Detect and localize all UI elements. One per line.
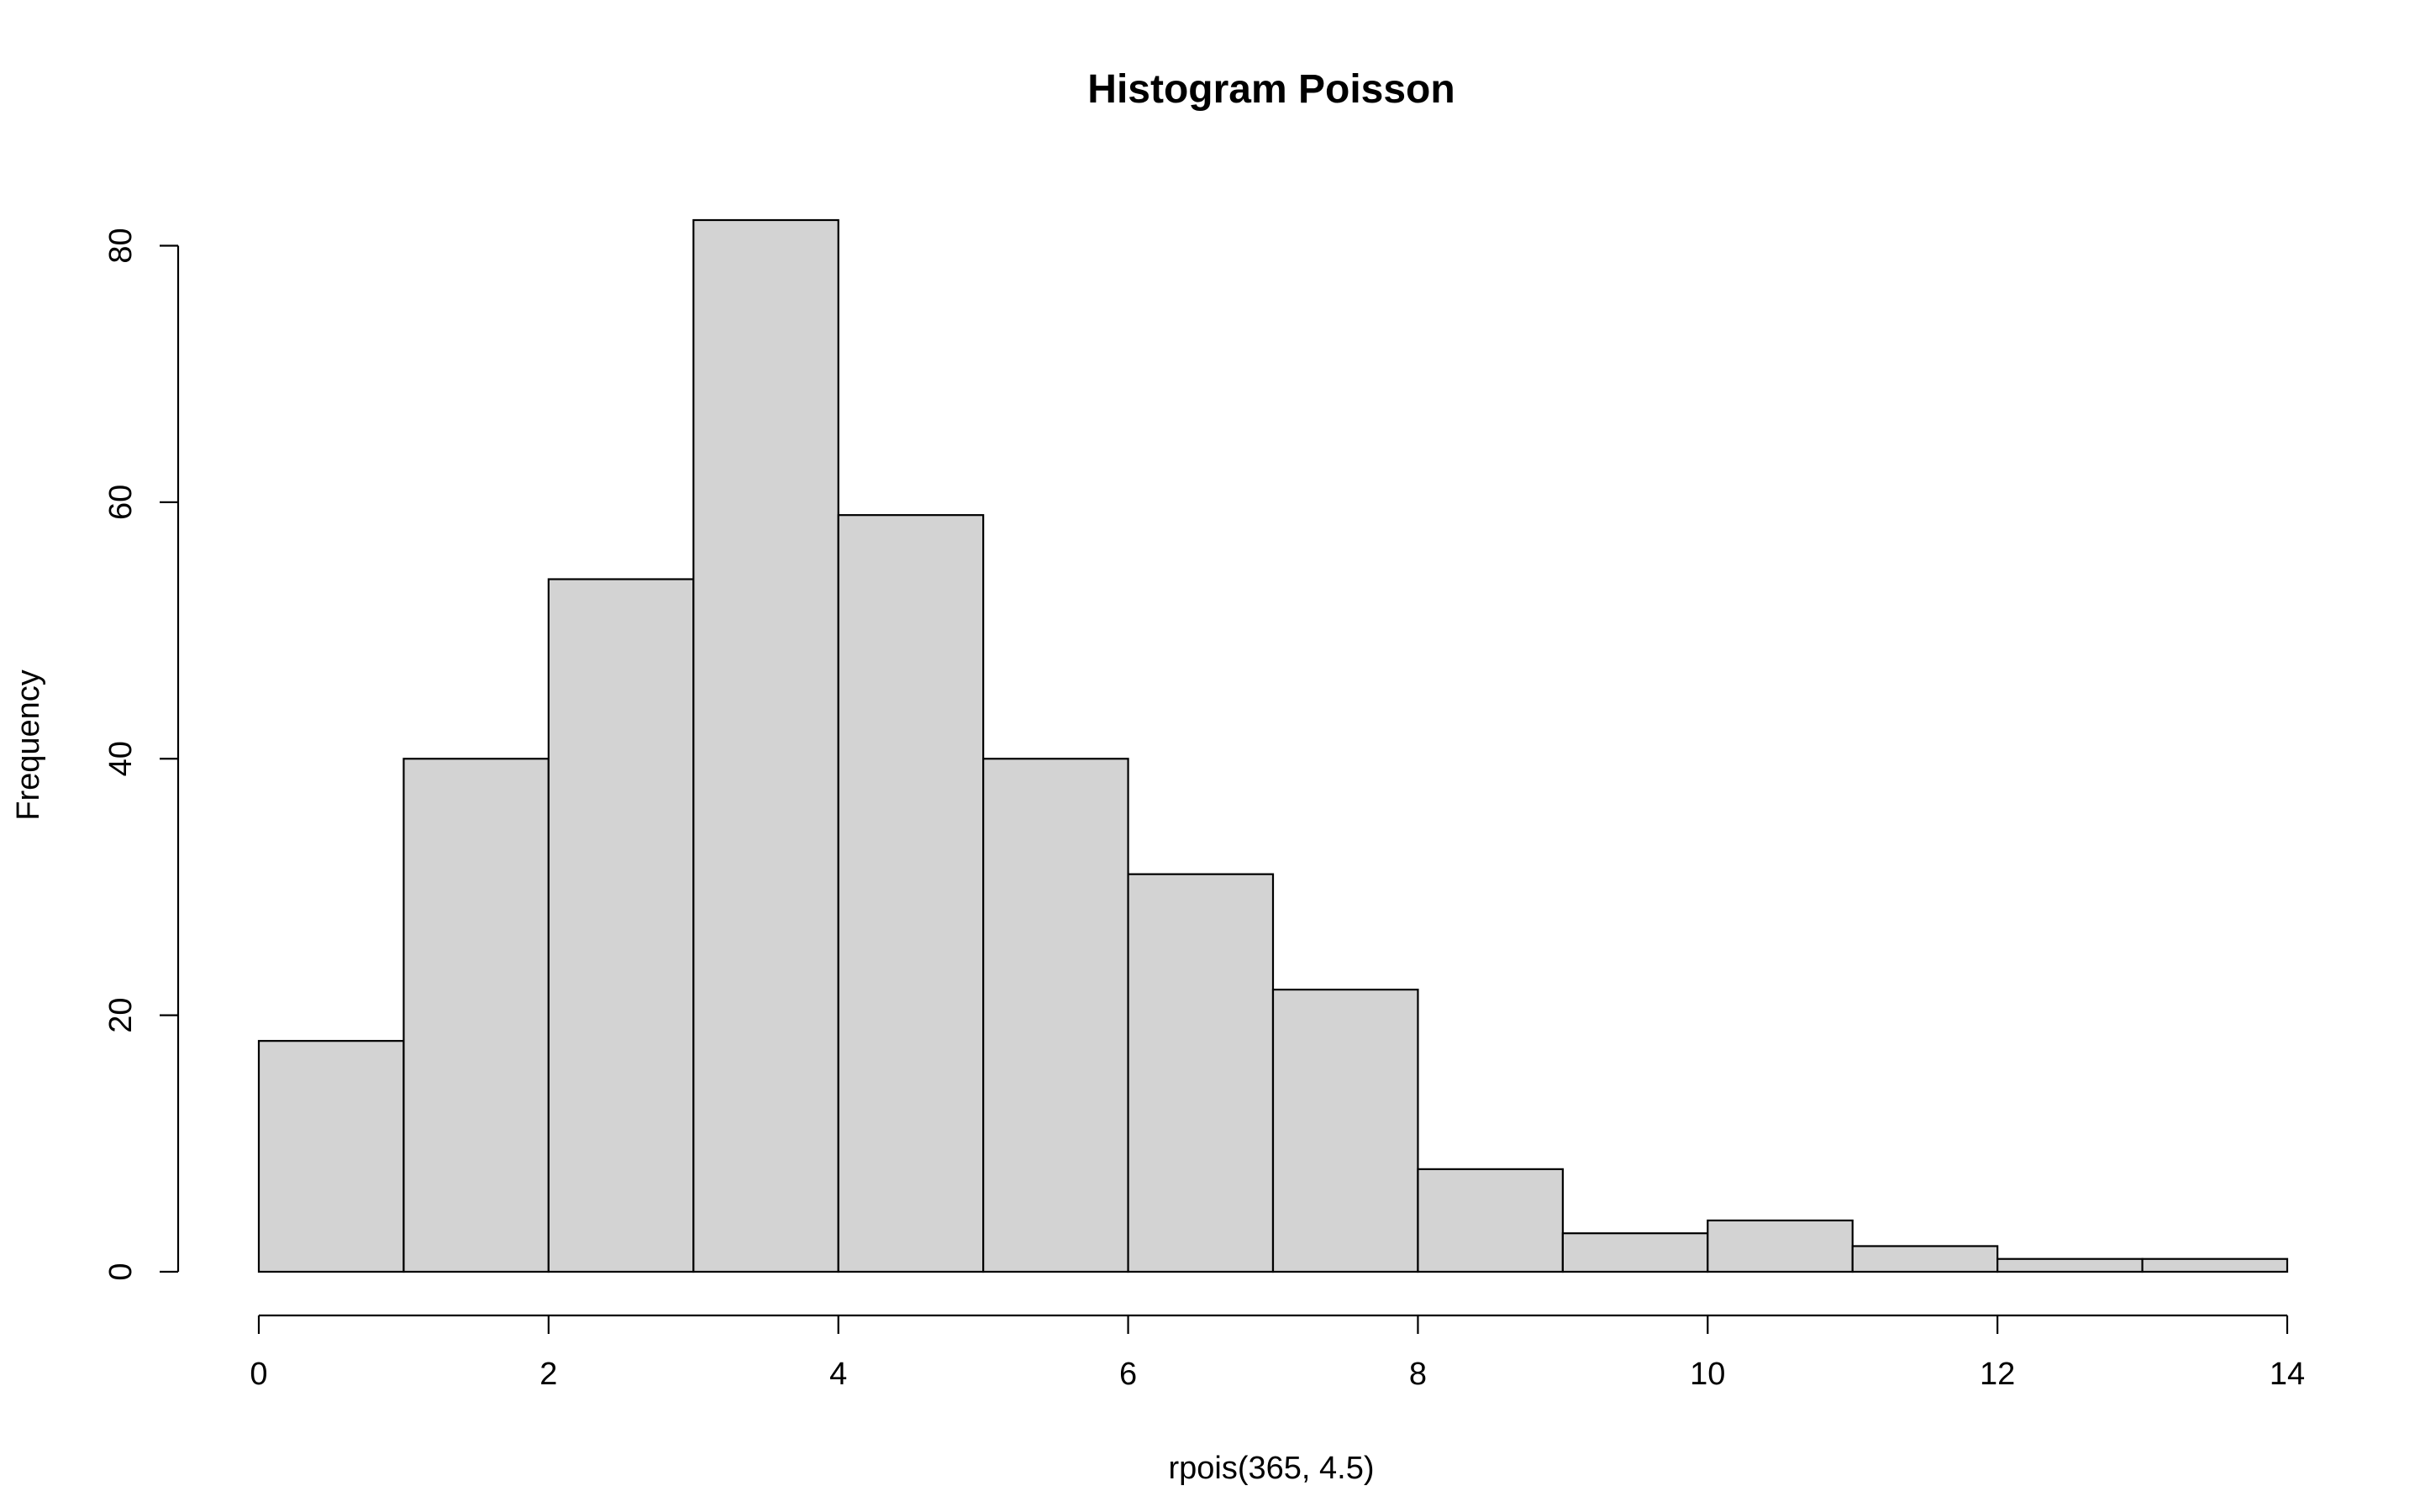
y-tick-label: 0	[103, 1263, 139, 1280]
y-tick-label: 60	[103, 485, 139, 520]
x-axis: 0 2 4 6 8 10 12 14	[250, 1314, 2305, 1392]
histogram-bars	[257, 218, 2289, 1273]
x-tick-label: 14	[2270, 1357, 2305, 1392]
histogram-bar	[547, 578, 695, 1273]
x-tick-label: 0	[250, 1357, 267, 1392]
histogram-bar	[1851, 1245, 1999, 1273]
histogram-bar	[1561, 1232, 1709, 1273]
histogram-bar	[692, 218, 839, 1273]
y-tick-label: 20	[103, 997, 139, 1032]
x-tick-label: 6	[1119, 1357, 1137, 1392]
histogram-bar	[1417, 1168, 1564, 1273]
histogram-bar	[982, 758, 1129, 1273]
x-axis-label: rpois(365, 4.5)	[1168, 1451, 1374, 1486]
x-tick-label: 2	[539, 1357, 557, 1392]
histogram-bar	[2141, 1257, 2289, 1273]
histogram-bar	[837, 514, 985, 1273]
x-tick-label: 4	[829, 1357, 847, 1392]
histogram-bar	[1127, 873, 1275, 1273]
y-tick-label: 40	[103, 741, 139, 776]
x-tick-label: 8	[1409, 1357, 1427, 1392]
y-tick-label: 80	[103, 228, 139, 263]
histogram-bar	[257, 1040, 405, 1273]
histogram-bar	[1996, 1257, 2144, 1273]
y-axis-label: Frequency	[11, 669, 46, 821]
x-tick-label: 12	[1980, 1357, 2015, 1392]
histogram-bar	[402, 758, 550, 1273]
histogram-bar	[1271, 988, 1419, 1273]
x-tick-label: 10	[1690, 1357, 1725, 1392]
chart-title: Histogram Poisson	[1087, 67, 1455, 112]
histogram-bar	[1707, 1219, 1854, 1273]
y-axis: 0 20 40 60 80	[103, 228, 180, 1281]
